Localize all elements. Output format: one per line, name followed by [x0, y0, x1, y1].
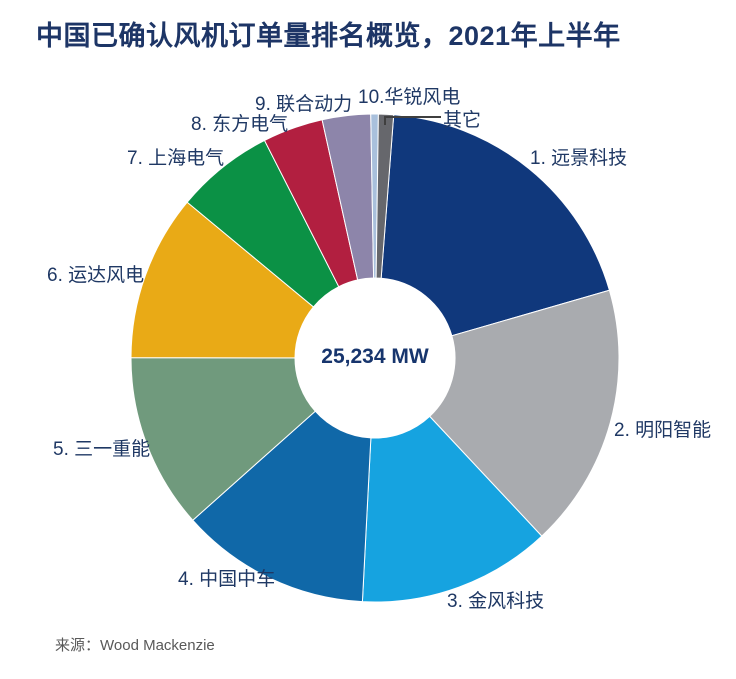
slice-label-2: 2. 明阳智能: [614, 420, 712, 441]
slice-label-7: 7. 上海电气: [127, 148, 225, 169]
slice-label-8: 8. 东方电气: [191, 114, 289, 135]
pie-slice-4-中国中车: [192, 410, 372, 603]
pie-slice-2-明阳智能: [428, 289, 620, 537]
slice-label-3: 3. 金风科技: [447, 591, 545, 612]
pie-slice-11-其它: [375, 113, 395, 279]
pie-slice-1-远景科技: [380, 114, 611, 337]
slice-label-11: 其它: [443, 110, 482, 131]
slice-label-10: 10.华锐风电: [358, 87, 461, 108]
page-title: 中国已确认风机订单量排名概览，2021年上半年: [36, 21, 621, 51]
pie-slice-5-三一重能: [130, 357, 316, 521]
source-text: 来源：Wood Mackenzie: [55, 637, 215, 654]
others-leader-line: [384, 116, 441, 125]
center-total-label: 25,234 MW: [321, 345, 429, 368]
slice-label-5: 5. 三一重能: [53, 439, 151, 460]
pie-slice-3-金风科技: [361, 415, 543, 603]
pie-slice-6-运达风电: [130, 201, 315, 359]
slice-label-9: 9. 联合动力: [255, 94, 353, 115]
slice-label-6: 6. 运达风电: [47, 265, 145, 286]
slice-label-4: 4. 中国中车: [178, 569, 276, 590]
slice-label-1: 1. 远景科技: [530, 148, 628, 169]
pie-slices-group: [130, 113, 620, 603]
